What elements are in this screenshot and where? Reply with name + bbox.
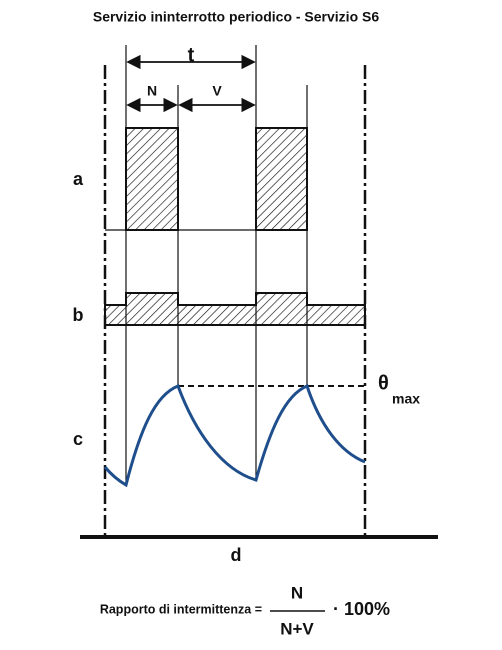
period-lines bbox=[125, 45, 308, 485]
temperature-curve bbox=[103, 384, 366, 488]
formula-suffix: · 100% bbox=[333, 599, 390, 619]
load-graph bbox=[105, 127, 308, 231]
title: Servizio ininterrotto periodico - Serviz… bbox=[93, 9, 379, 25]
label-t: t bbox=[188, 44, 195, 66]
label-b: b bbox=[73, 305, 84, 325]
dimension-arrows bbox=[126, 54, 256, 113]
boundary-lines bbox=[103, 65, 367, 535]
formula-prefix: Rapporto di intermittenza = bbox=[100, 602, 262, 616]
formula-denominator: N+V bbox=[280, 619, 314, 638]
label-v: V bbox=[212, 83, 222, 99]
label-a: a bbox=[73, 169, 84, 189]
label-theta: θ bbox=[378, 372, 389, 394]
formula-numerator: N bbox=[291, 583, 303, 602]
label-c: c bbox=[73, 429, 83, 449]
loss-graph bbox=[104, 292, 366, 326]
label-d: d bbox=[231, 545, 242, 565]
label-n: N bbox=[147, 83, 157, 99]
label-theta-sub: max bbox=[392, 391, 420, 407]
